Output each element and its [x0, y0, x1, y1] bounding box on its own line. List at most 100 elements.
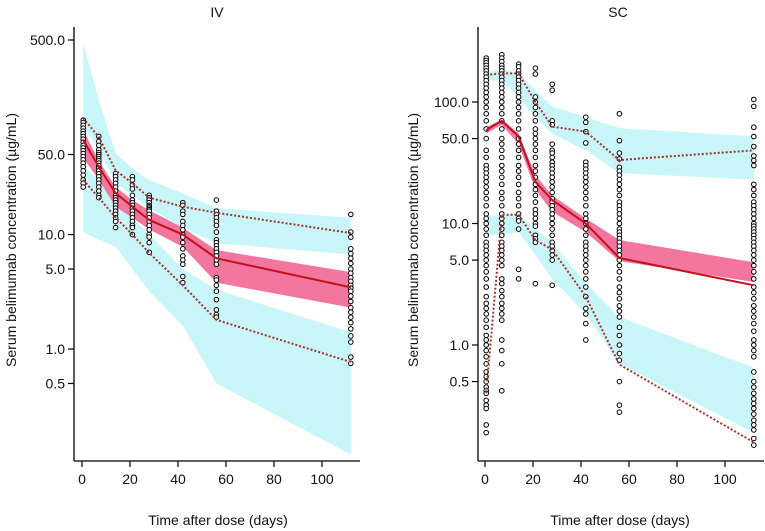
- observation-point: [180, 273, 186, 280]
- observation-point: [751, 442, 757, 448]
- x-tick-label: 60: [621, 471, 637, 487]
- observation-point: [348, 339, 354, 345]
- sc-panel: SC Serum belimumab concentration (µg/mL)…: [405, 4, 764, 528]
- observation-point: [499, 168, 505, 174]
- observation-point: [549, 154, 556, 161]
- observation-point: [483, 195, 490, 202]
- observation-point: [583, 119, 589, 126]
- observation-point: [483, 179, 490, 185]
- observation-point: [751, 328, 757, 334]
- observation-point: [616, 296, 623, 302]
- observation-point: [499, 300, 505, 307]
- x-axis-label: Time after dose (days): [550, 512, 690, 528]
- x-tick-label: 100: [310, 471, 334, 487]
- observation-point: [483, 332, 490, 339]
- observation-point: [532, 65, 539, 71]
- observation-point: [129, 192, 136, 199]
- observation-point: [532, 168, 539, 174]
- observation-point: [751, 435, 757, 442]
- observation-point: [483, 276, 490, 282]
- observation-point: [483, 232, 490, 239]
- observation-point: [515, 162, 522, 169]
- x-tick-label: 80: [266, 471, 282, 487]
- observation-point: [483, 342, 490, 348]
- observation-point: [146, 226, 152, 233]
- observation-point: [549, 174, 556, 181]
- observed-median-line: [82, 139, 352, 289]
- x-tick-label: 0: [481, 471, 489, 487]
- observation-point: [583, 174, 589, 181]
- observation-point: [499, 189, 505, 196]
- observation-point: [499, 162, 505, 169]
- observation-point: [499, 226, 505, 232]
- observation-point: [483, 135, 490, 142]
- observation-point: [348, 234, 354, 240]
- observation-point: [532, 126, 539, 132]
- observation-point: [583, 269, 589, 275]
- observation-point: [583, 305, 589, 312]
- observation-point: [616, 186, 623, 193]
- observation-point: [515, 89, 522, 96]
- observation-point: [483, 184, 490, 190]
- observation-point: [483, 118, 490, 124]
- observation-point: [532, 110, 539, 117]
- observation-point: [483, 252, 490, 258]
- observation-point: [499, 311, 505, 317]
- observation-point: [483, 147, 490, 154]
- y-tick-label: 100.0: [434, 94, 469, 110]
- observation-point: [751, 215, 757, 222]
- panel-title: SC: [608, 4, 627, 20]
- observation-point: [751, 296, 757, 302]
- observation-point: [112, 224, 119, 231]
- observation-point: [616, 342, 623, 348]
- observation-point: [532, 186, 539, 193]
- observation-point: [751, 96, 757, 103]
- observation-point: [515, 276, 522, 282]
- observation-point: [348, 298, 354, 305]
- observation-point: [499, 247, 505, 254]
- p5-prediction-interval-band: [486, 213, 754, 433]
- observed-p95-line: [82, 117, 351, 235]
- observation-point: [80, 184, 86, 190]
- observation-point: [616, 211, 623, 217]
- observation-point: [348, 288, 354, 294]
- observation-point: [483, 99, 490, 105]
- observation-point: [348, 333, 354, 339]
- observation-point: [180, 226, 186, 233]
- observation-point: [616, 269, 623, 275]
- observation-point: [751, 133, 757, 140]
- observation-point: [583, 179, 589, 185]
- observation-point: [483, 422, 490, 428]
- observation-point: [751, 186, 757, 193]
- observation-point: [213, 197, 220, 203]
- y-tick-label: 10.0: [442, 216, 469, 232]
- observation-point: [483, 293, 490, 300]
- observation-point: [515, 104, 522, 111]
- observation-point: [751, 308, 757, 314]
- iv-panel: IV Serum belimumab concentration (µg/mL)…: [3, 4, 360, 528]
- observation-point: [751, 353, 757, 360]
- observation-point: [499, 141, 505, 147]
- observation-point: [616, 308, 623, 314]
- observation-point: [751, 396, 757, 402]
- observation-point: [483, 202, 490, 209]
- observation-point: [483, 220, 490, 227]
- observation-point: [515, 147, 522, 154]
- observation-point: [499, 99, 505, 105]
- observation-point: [583, 232, 589, 239]
- observation-point: [348, 211, 354, 218]
- y-tick-label: 0.5: [46, 376, 66, 392]
- observation-point: [616, 220, 623, 227]
- observation-point: [499, 110, 505, 117]
- observation-point: [499, 262, 505, 269]
- observation-point: [751, 422, 757, 428]
- observation-point: [751, 347, 757, 354]
- observation-point: [549, 226, 556, 232]
- observation-point: [483, 429, 490, 436]
- x-tick-label: 100: [713, 471, 737, 487]
- observation-point: [348, 246, 354, 252]
- observation-point: [129, 186, 136, 192]
- observation-point: [348, 270, 354, 276]
- observation-point: [583, 195, 589, 202]
- y-tick-label: 5.0: [46, 261, 66, 277]
